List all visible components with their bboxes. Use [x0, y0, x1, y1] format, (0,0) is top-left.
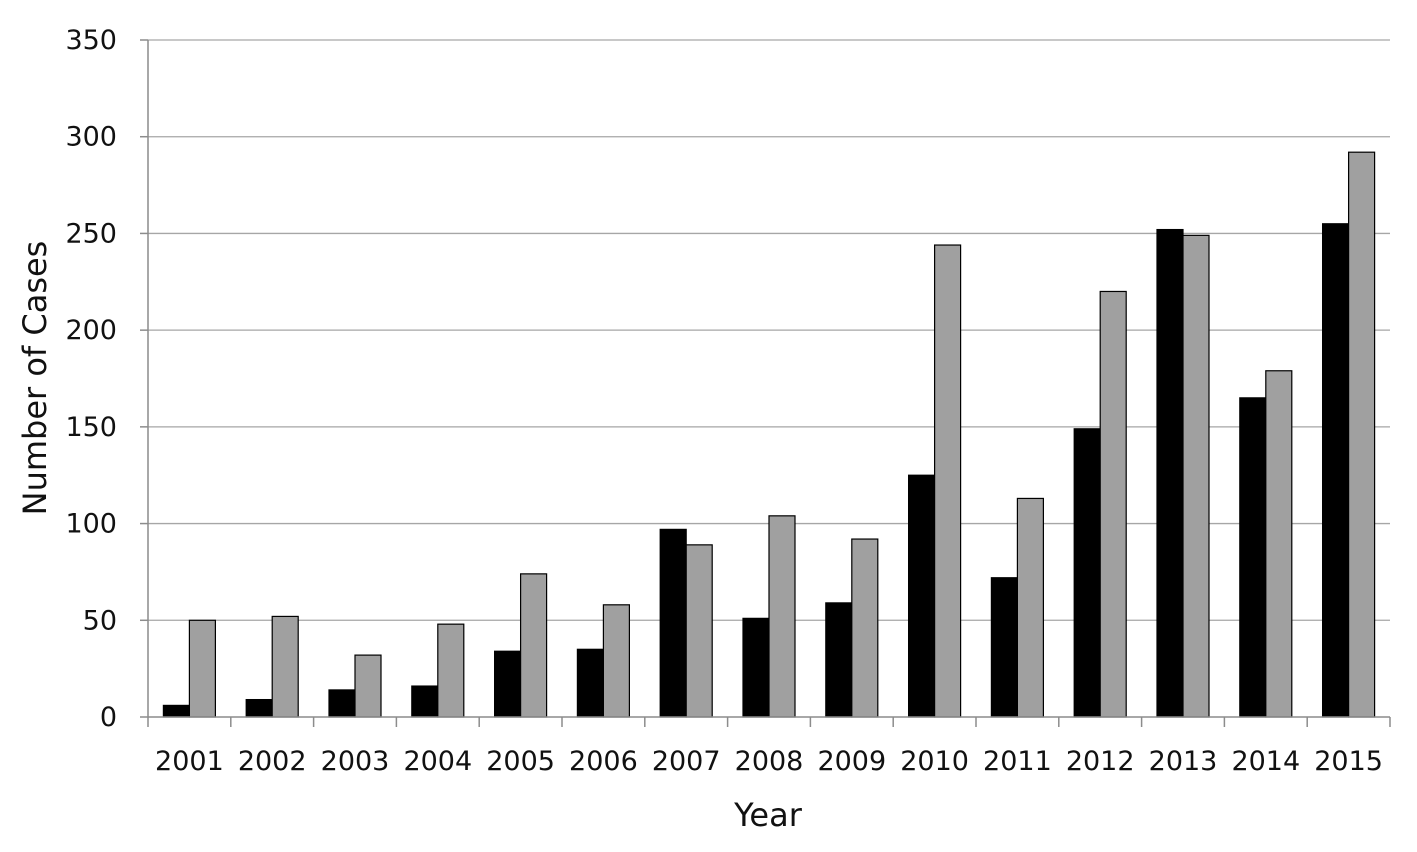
bar-2004-series-2 — [437, 623, 465, 718]
y-tick-label: 0 — [100, 702, 117, 733]
bar-2015-series-2 — [1347, 151, 1376, 718]
bar-2010-series-1 — [907, 474, 936, 718]
x-tick-label: 2013 — [1149, 746, 1218, 777]
x-tick-label: 2006 — [569, 746, 638, 777]
x-tick-label: 2005 — [486, 746, 555, 777]
bars — [162, 151, 1376, 718]
bar-2005-series-1 — [494, 650, 522, 718]
gridlines — [148, 39, 1390, 621]
y-tick-label: 150 — [65, 412, 117, 443]
bar-2003-series-2 — [354, 654, 382, 718]
x-tick-label: 2015 — [1314, 746, 1383, 777]
bar-2012-series-1 — [1073, 428, 1101, 718]
x-tick-labels: 2001 2002 2003 2004 2005 2006 2007 2008 2009 2010… — [155, 746, 1383, 777]
bar-2002-series-2 — [271, 615, 299, 718]
bar-2001-series-2 — [188, 619, 216, 718]
bar-2013-series-2 — [1182, 234, 1210, 718]
bar-2008-series-1 — [742, 617, 770, 718]
y-tick-label: 350 — [65, 25, 117, 56]
bar-2014-series-1 — [1239, 397, 1267, 718]
x-tick-label: 2007 — [652, 746, 721, 777]
x-tick-label: 2003 — [321, 746, 390, 777]
bar-2001-series-1 — [162, 704, 190, 718]
bar-2011-series-1 — [990, 577, 1019, 718]
y-tick-labels: 0 50 100 150 200 250 300 350 — [65, 25, 117, 733]
y-tick-label: 50 — [83, 605, 117, 636]
y-tick-label: 300 — [65, 122, 117, 153]
x-tick-label: 2014 — [1231, 746, 1300, 777]
y-tick-label: 250 — [65, 218, 117, 249]
x-axis-title: Year — [733, 796, 803, 834]
bar-2005-series-2 — [519, 573, 548, 718]
bar-2013-series-1 — [1156, 228, 1184, 718]
x-tick-label: 2012 — [1066, 746, 1135, 777]
bar-2007-series-2 — [685, 544, 713, 718]
y-tick-label: 200 — [65, 315, 117, 346]
bar-2014-series-2 — [1265, 370, 1293, 718]
x-tick-label: 2008 — [735, 746, 804, 777]
bar-2008-series-2 — [768, 515, 796, 718]
bar-2003-series-1 — [328, 689, 356, 718]
bar-2002-series-1 — [245, 698, 273, 718]
bar-2006-series-2 — [602, 604, 631, 718]
x-tick-label: 2010 — [900, 746, 969, 777]
bar-2004-series-1 — [411, 685, 439, 718]
bar-2007-series-1 — [659, 528, 687, 718]
x-tick-label: 2011 — [983, 746, 1052, 777]
x-tick-label: 2004 — [403, 746, 472, 777]
bar-2006-series-1 — [576, 648, 605, 718]
x-tick-label: 2009 — [817, 746, 886, 777]
y-axis-title: Number of Cases — [16, 241, 54, 516]
bar-2012-series-2 — [1099, 290, 1127, 718]
bar-2010-series-2 — [933, 244, 962, 718]
bar-2015-series-1 — [1321, 223, 1350, 718]
bar-2011-series-2 — [1016, 497, 1045, 718]
bar-2009-series-2 — [851, 538, 879, 718]
x-tick-label: 2002 — [238, 746, 307, 777]
x-tick-label: 2001 — [155, 746, 224, 777]
axes — [140, 39, 1391, 727]
y-tick-label: 100 — [65, 509, 117, 540]
bar-2009-series-1 — [825, 602, 853, 718]
